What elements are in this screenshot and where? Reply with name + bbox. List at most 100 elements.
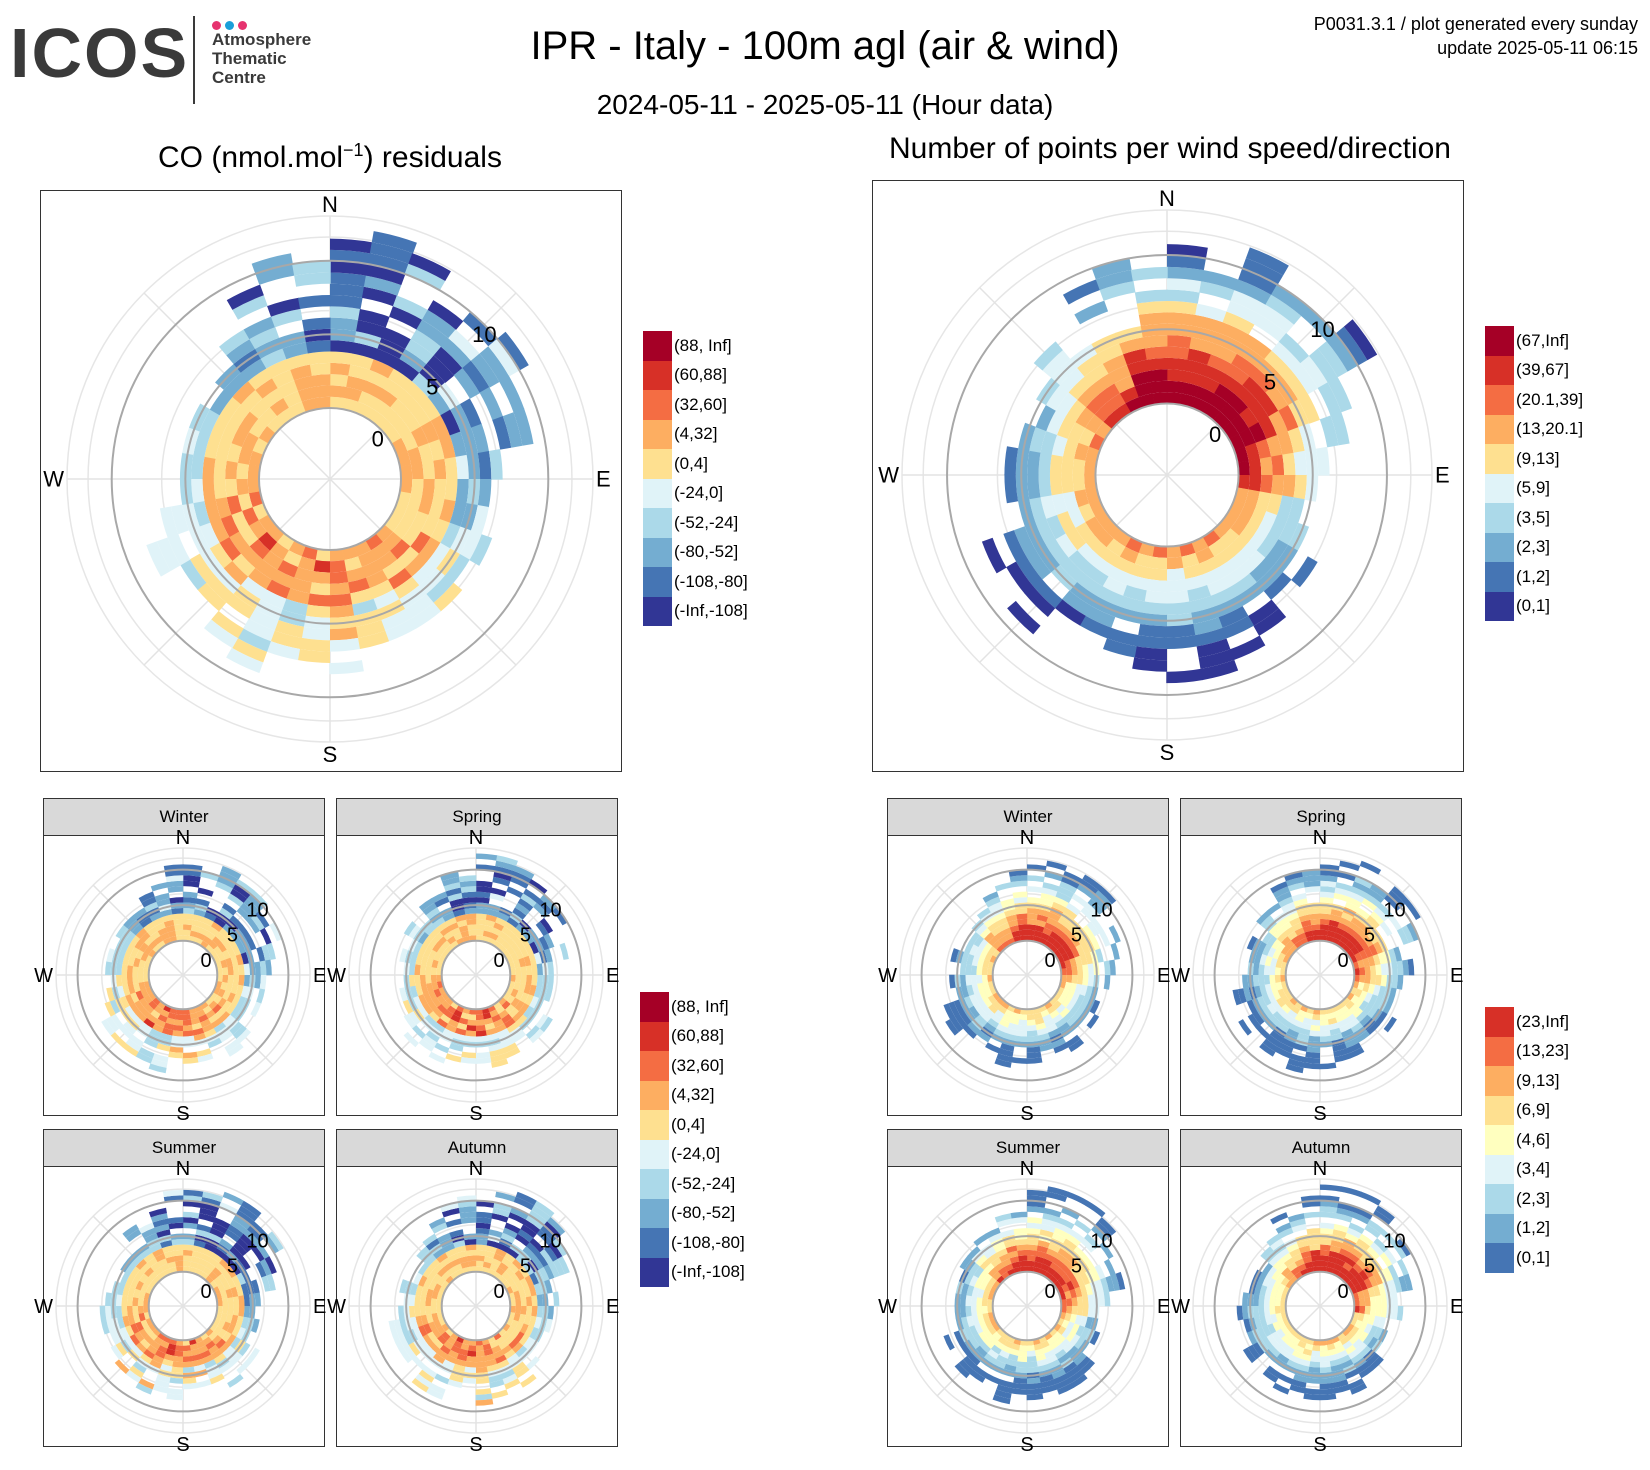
polar-cell	[375, 524, 394, 543]
polar-cell	[213, 478, 227, 500]
polar-cell	[237, 493, 253, 512]
polar-cell	[241, 506, 259, 526]
legend-swatch	[643, 537, 672, 567]
polar-cell	[430, 518, 450, 544]
polar-cell	[243, 975, 251, 987]
polar-cell	[249, 327, 280, 350]
legend-counts: (67,Inf] (39,67] (20.1,39] (13,20.1] (9,13] (…	[1485, 326, 1583, 621]
polar-cell	[404, 593, 434, 620]
polar-cell	[1142, 601, 1167, 615]
polar-cell	[221, 938, 232, 950]
polar-cell	[976, 966, 983, 975]
polar-cell	[183, 869, 202, 877]
polar-cell	[307, 593, 330, 607]
legend-swatch	[1485, 1125, 1514, 1155]
polar-cell	[399, 479, 413, 494]
polar-cell	[206, 575, 234, 603]
polar-cell	[1166, 579, 1188, 593]
legend-swatch	[640, 992, 669, 1022]
polar-cell	[411, 560, 437, 586]
polar-cell	[1113, 529, 1132, 547]
polar-cell	[1252, 1305, 1260, 1318]
legend-swatch	[640, 1051, 669, 1081]
polar-cell	[1055, 392, 1078, 417]
polar-cell	[236, 941, 247, 955]
polar-cell	[389, 306, 423, 330]
polar-cell	[1097, 343, 1124, 364]
polar-cell	[115, 924, 128, 939]
polar-cell	[1218, 605, 1249, 628]
polar-cell	[226, 338, 256, 365]
legend-swatch	[1485, 385, 1514, 415]
polar-cell	[419, 974, 427, 985]
polar-cell	[404, 263, 446, 291]
polar-cell	[361, 286, 398, 307]
polar-cell	[425, 1305, 432, 1315]
logo-subtitle: Atmosphere Thematic Centre	[212, 30, 362, 87]
polar-cell	[1187, 348, 1212, 366]
speed-label: 10	[1090, 1230, 1112, 1252]
polar-cell	[1074, 489, 1090, 508]
polar-cell	[262, 550, 284, 570]
polar-cell	[1189, 337, 1216, 355]
polar-cell	[1249, 557, 1275, 583]
compass-s: S	[469, 1103, 482, 1125]
polar-cell	[143, 1017, 155, 1029]
polar-cell	[207, 1037, 222, 1049]
polar-cell	[240, 952, 250, 965]
compass-n: N	[1313, 827, 1327, 849]
polar-cell	[1282, 452, 1296, 476]
polar-cell	[232, 1296, 240, 1307]
polar-cell	[1062, 590, 1092, 616]
compass-s: S	[469, 1434, 482, 1456]
compass-n: N	[176, 827, 190, 849]
legend-label: (-52,-24]	[671, 1173, 736, 1193]
compass-e: E	[1157, 965, 1170, 987]
polar-cell	[150, 1058, 168, 1068]
legend-swatch	[1485, 562, 1514, 592]
polar-cell	[152, 1023, 164, 1033]
polar-cell	[238, 964, 245, 976]
polar-cell	[225, 1003, 237, 1015]
polar-cell	[168, 1051, 183, 1059]
polar-cell	[1167, 346, 1190, 360]
polar-cell	[1193, 314, 1224, 334]
polar-cell	[227, 966, 234, 976]
polar-cell	[125, 1038, 142, 1052]
speed-ring	[946, 254, 1388, 696]
polar-cell	[1312, 929, 1321, 936]
polar-cell	[525, 975, 533, 985]
logo-dot	[225, 21, 234, 30]
compass-w: W	[327, 965, 346, 987]
polar-cell	[1230, 414, 1249, 434]
polar-cell	[959, 963, 967, 975]
polar-cell	[183, 1249, 193, 1257]
polar-cell	[1072, 458, 1086, 475]
polar-cell	[1319, 1355, 1330, 1363]
polar-cell	[475, 1019, 485, 1026]
compass-n: N	[1159, 186, 1175, 211]
polar-cell	[256, 988, 266, 1004]
polar-cell	[1326, 333, 1358, 372]
polar-cell	[115, 1294, 123, 1306]
legend-label: (67,Inf]	[1516, 330, 1569, 350]
polar-cell	[1087, 975, 1095, 987]
polar-cell	[1247, 527, 1269, 551]
polar-cell	[152, 1053, 169, 1063]
polar-cell	[258, 531, 278, 551]
polar-cell	[157, 940, 166, 949]
polar-cell	[1103, 638, 1137, 658]
polar-cell	[174, 924, 184, 931]
polar-cell	[126, 1296, 134, 1306]
polar-cell	[172, 913, 184, 920]
polar-cell	[1320, 929, 1329, 936]
legend-label: (0,1]	[1516, 596, 1551, 616]
polar-cell	[311, 374, 331, 387]
polar-cell	[1196, 638, 1231, 658]
polar-cell	[148, 1063, 167, 1074]
polar-cell	[1086, 1013, 1100, 1029]
polar-cell	[127, 983, 136, 995]
polar-cell	[248, 491, 264, 508]
polar-cell	[466, 1249, 477, 1257]
polar-cell	[1103, 411, 1122, 430]
